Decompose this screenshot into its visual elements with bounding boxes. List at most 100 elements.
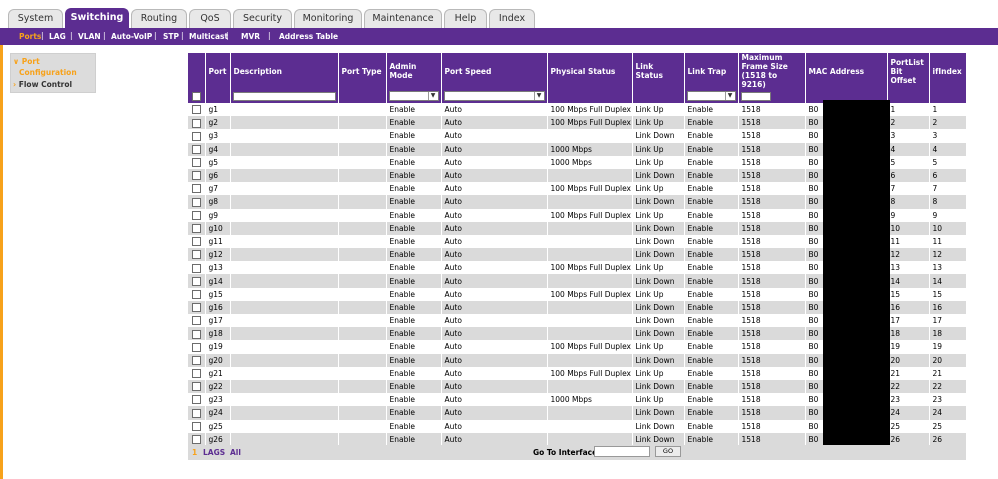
filter-admin-mode-cell: ▼ (386, 89, 442, 103)
row-checkbox[interactable] (191, 263, 201, 273)
bit-offset-cell: 6 (887, 168, 930, 183)
link-status-cell: Link Up (632, 208, 685, 222)
tab-monitoring[interactable]: Monitoring (294, 9, 362, 28)
header-link-status[interactable]: Link Status (632, 53, 685, 89)
tab-system[interactable]: System (8, 9, 63, 28)
tab-security[interactable]: Security (233, 9, 292, 28)
table-row[interactable]: g3 Enable Auto Link Down Enable 1518 B0 3 3 (188, 129, 967, 143)
page-current[interactable]: 1 (192, 448, 198, 457)
table-row[interactable]: g17 Enable Auto Link Down Enable 1518 B0 17 17 (188, 314, 967, 328)
frame-size-input[interactable] (740, 91, 771, 101)
header-portlist-bit-offset[interactable]: PortList Bit Offset (887, 53, 930, 89)
physical-status-cell (547, 129, 633, 143)
row-checkbox[interactable] (191, 289, 201, 299)
tab-help[interactable]: Help (444, 9, 487, 28)
subnav-lag[interactable]: LAG (49, 32, 66, 41)
ifindex-cell: 25 (929, 419, 967, 433)
goto-interface-input[interactable] (594, 446, 650, 457)
row-checkbox[interactable] (191, 408, 201, 418)
row-checkbox[interactable] (191, 158, 201, 168)
physical-status-cell (547, 406, 633, 420)
row-checkbox[interactable] (191, 276, 201, 286)
row-checkbox[interactable] (191, 303, 201, 313)
header-link-trap[interactable]: Link Trap (684, 53, 739, 89)
table-row[interactable]: g22 Enable Auto Link Down Enable 1518 B0 22 22 (188, 379, 967, 394)
lags-link[interactable]: LAGS (203, 448, 226, 457)
bit-offset-cell: 10 (887, 221, 930, 235)
row-checkbox[interactable] (191, 105, 201, 115)
header-ifindex[interactable]: ifIndex (929, 53, 967, 89)
admin-mode-select[interactable]: ▼ (388, 91, 439, 101)
select-all-checkbox[interactable] (191, 91, 201, 101)
subnav-stp[interactable]: STP (163, 32, 180, 41)
all-link[interactable]: All (230, 448, 241, 457)
table-row[interactable]: g12 Enable Auto Link Down Enable 1518 B0 12 12 (188, 248, 967, 262)
row-checkbox[interactable] (191, 435, 201, 445)
sidebar-item-flow-control[interactable]: › Flow Control (13, 80, 72, 89)
description-filter-input[interactable] (232, 91, 336, 101)
tab-routing[interactable]: Routing (131, 9, 187, 28)
table-row[interactable]: g11 Enable Auto Link Down Enable 1518 B0 11 11 (188, 234, 967, 249)
subnav-mvr[interactable]: MVR (241, 32, 261, 41)
subnav-address-table[interactable]: Address Table (279, 32, 339, 41)
row-checkbox[interactable] (191, 250, 201, 260)
sidebar-configuration-label[interactable]: Configuration (19, 68, 77, 77)
row-checkbox[interactable] (191, 395, 201, 405)
table-row[interactable]: g18 Enable Auto Link Down Enable 1518 B0 18 18 (188, 327, 967, 341)
row-checkbox[interactable] (191, 224, 201, 234)
row-checkbox[interactable] (191, 316, 201, 326)
row-checkbox[interactable] (191, 237, 201, 247)
table-row[interactable]: g7 Enable Auto 100 Mbps Full Duplex Link Up E… (188, 182, 967, 196)
port-type-cell (338, 248, 387, 262)
header-port[interactable]: Port (205, 53, 231, 89)
admin-mode-cell: Enable (386, 221, 442, 235)
subnav-multicast[interactable]: Multicast (189, 32, 229, 41)
row-checkbox[interactable] (191, 421, 201, 431)
header-admin-mode[interactable]: Admin Mode (386, 53, 442, 89)
table-row[interactable]: g24 Enable Auto Link Down Enable 1518 B0 24 24 (188, 406, 967, 420)
link-status-cell: Link Down (632, 129, 685, 143)
table-row[interactable]: g4 Enable Auto 1000 Mbps Link Up Enable 1518 B0… (188, 142, 967, 156)
tab-index[interactable]: Index (489, 9, 535, 28)
link-trap-cell: Enable (684, 103, 739, 117)
row-checkbox[interactable] (191, 131, 201, 141)
header-description[interactable]: Description (230, 53, 339, 89)
link-trap-select[interactable]: ▼ (686, 91, 736, 101)
port-speed-cell: Auto (441, 327, 548, 341)
subnav-auto-voip[interactable]: Auto-VoIP (111, 32, 153, 41)
subnav-ports[interactable]: Ports (19, 32, 42, 41)
row-checkbox[interactable] (191, 210, 201, 220)
row-checkbox[interactable] (191, 197, 201, 207)
row-checkbox[interactable] (191, 171, 201, 181)
row-checkbox[interactable] (191, 118, 201, 128)
row-checkbox[interactable] (191, 355, 201, 365)
port-speed-cell: Auto (441, 155, 548, 169)
port-cell: g12 (205, 248, 231, 262)
port-speed-select[interactable]: ▼ (443, 91, 545, 101)
header-max-frame-size[interactable]: Maximum Frame Size (1518 to 9216) (738, 53, 806, 89)
ifindex-cell: 1 (929, 103, 967, 117)
row-checkbox[interactable] (191, 382, 201, 392)
sidebar-item-port-configuration[interactable]: ∨ Port (13, 57, 40, 66)
link-trap-cell: Enable (684, 182, 739, 196)
row-checkbox[interactable] (191, 329, 201, 339)
port-speed-cell: Auto (441, 340, 548, 354)
frame-size-cell: 1518 (738, 393, 806, 407)
header-physical-status[interactable]: Physical Status (547, 53, 633, 89)
header-port-type[interactable]: Port Type (338, 53, 387, 89)
subnav-vlan[interactable]: VLAN (78, 32, 101, 41)
header-port-speed[interactable]: Port Speed (441, 53, 548, 89)
physical-status-cell: 100 Mbps Full Duplex (547, 261, 633, 275)
row-checkbox[interactable] (191, 369, 201, 379)
tab-maintenance[interactable]: Maintenance (364, 9, 442, 28)
header-mac-address[interactable]: MAC Address (805, 53, 888, 89)
go-button[interactable]: GO (655, 446, 681, 457)
bit-offset-cell: 25 (887, 419, 930, 433)
tab-switching[interactable]: Switching (65, 8, 129, 29)
row-checkbox[interactable] (191, 342, 201, 352)
tab-qos[interactable]: QoS (189, 9, 231, 28)
row-checkbox[interactable] (191, 184, 201, 194)
row-checkbox[interactable] (191, 144, 201, 154)
port-type-cell (338, 116, 387, 130)
link-trap-cell: Enable (684, 261, 739, 275)
